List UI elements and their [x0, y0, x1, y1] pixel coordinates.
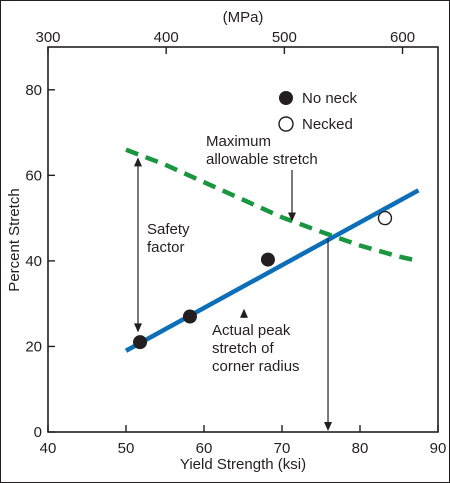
y-tick-label-20: 20 [25, 338, 42, 355]
y-tick-label-80: 80 [25, 82, 42, 99]
x-tick-label-40: 40 [40, 440, 57, 457]
plot-area [47, 46, 439, 433]
safety-factor-label-line1: Safety [147, 221, 190, 238]
y-tick-label-40: 40 [25, 253, 42, 270]
x2-tick-label-400: 400 [154, 29, 179, 46]
max-stretch-arrow-head [288, 212, 296, 222]
x-axis-ticks: 40 50 60 70 80 90 [40, 425, 447, 457]
max-allowable-stretch-line [125, 147, 419, 264]
actual-stretch-label-line1: Actual peak [212, 322, 291, 339]
y-tick-label-60: 60 [25, 167, 42, 184]
x-tick-label-70: 70 [274, 440, 291, 457]
no-neck-point-0 [133, 335, 148, 350]
x-tick-label-80: 80 [352, 440, 369, 457]
y-axis-ticks: 0 20 40 60 80 [25, 82, 55, 441]
safety-factor-arrow-head-bottom [134, 323, 142, 333]
safety-factor-arrow-head-top [134, 157, 142, 167]
x2-axis-title: (MPa) [223, 9, 264, 26]
x2-tick-label-500: 500 [272, 29, 297, 46]
x2-tick-label-300: 300 [35, 29, 60, 46]
x-axis-title: Yield Strength (ksi) [180, 456, 306, 473]
y-tick-label-0: 0 [34, 424, 42, 441]
x-tick-label-50: 50 [118, 440, 135, 457]
actual-stretch-label-line2: stretch of [212, 340, 275, 357]
safety-factor-label-line2: factor [147, 239, 185, 256]
x2-tick-label-600: 600 [390, 29, 415, 46]
actual-stretch-arrow-head [240, 308, 248, 318]
no-neck-point-1 [182, 309, 197, 324]
y-axis-title: Percent Stretch [6, 188, 23, 291]
intersection-arrow-head [324, 422, 333, 431]
legend: No neck Necked [278, 90, 358, 133]
legend-label-no-neck: No neck [302, 90, 358, 107]
actual-peak-stretch-line [124, 188, 420, 353]
no-neck-point-2 [260, 252, 275, 267]
x2-axis-ticks: 300 400 500 600 [35, 29, 415, 54]
x-tick-label-90: 90 [430, 440, 447, 457]
necked-point-0 [377, 210, 393, 226]
x-tick-label-60: 60 [196, 440, 213, 457]
legend-marker-necked [278, 116, 294, 132]
series-layer [124, 147, 420, 353]
max-stretch-label-line2: allowable stretch [206, 151, 318, 168]
legend-marker-no-neck [279, 91, 293, 105]
annotation-arrows [134, 157, 333, 431]
actual-stretch-label-line3: corner radius [212, 358, 300, 375]
legend-label-necked: Necked [302, 116, 353, 133]
max-stretch-label-line1: Maximum [206, 133, 271, 150]
